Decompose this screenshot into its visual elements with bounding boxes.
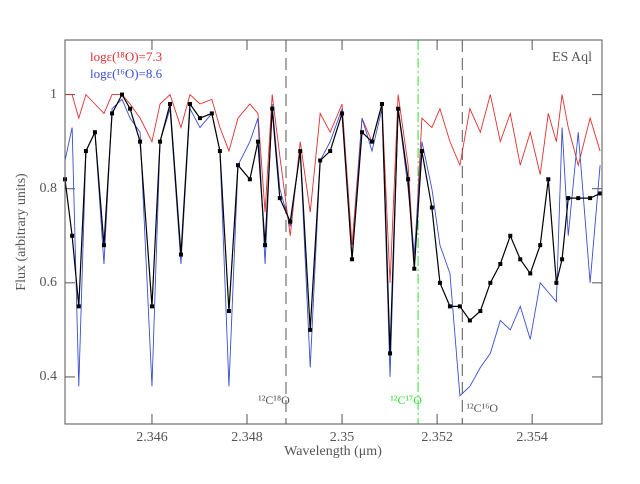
observed-point	[168, 102, 173, 106]
observed-point	[447, 304, 452, 309]
observed-point	[369, 139, 374, 144]
observed-point	[528, 271, 533, 276]
observed-point	[101, 243, 106, 248]
observed-point	[235, 163, 240, 168]
observed-point	[360, 130, 365, 135]
observed-point	[178, 252, 183, 257]
observed-point	[518, 257, 523, 262]
marker-label: ¹²C¹⁸O	[258, 393, 290, 407]
observed-point	[288, 219, 293, 224]
model-line	[65, 93, 601, 283]
x-tick-label: 2.35	[330, 430, 355, 445]
x-axis-label: Wavelength (μm)	[284, 444, 382, 459]
observed-point	[429, 205, 434, 210]
observed-point	[588, 196, 593, 201]
observed-point	[187, 102, 192, 106]
observed-point	[488, 280, 493, 285]
observed-point	[328, 149, 333, 154]
observed-point	[92, 130, 97, 135]
observed-point	[412, 266, 417, 271]
observed-point	[560, 257, 565, 262]
observed-point	[457, 304, 462, 309]
observed-point	[83, 149, 88, 154]
y-tick-label: 0.8	[40, 181, 58, 196]
observed-point	[263, 243, 268, 248]
legend-entry: logε(¹⁶O)=8.6	[90, 66, 163, 81]
observed-point	[110, 111, 115, 116]
y-axis-label: Flux (arbitrary units)	[14, 173, 29, 291]
observed-line	[65, 93, 601, 354]
observed-point	[566, 196, 571, 201]
observed-point	[467, 318, 472, 323]
observed-point	[437, 280, 442, 285]
observed-point	[298, 149, 303, 154]
observed-point	[197, 116, 202, 121]
observed-point	[128, 106, 133, 111]
observed-point	[76, 304, 81, 309]
observed-point	[546, 177, 551, 182]
observed-point	[419, 149, 424, 154]
observed-point	[70, 233, 75, 238]
observed-point	[247, 177, 252, 182]
x-tick-label: 2.348	[231, 430, 263, 445]
observed-point	[498, 262, 503, 266]
observed-point	[598, 191, 603, 196]
observed-point	[277, 196, 282, 201]
observed-point	[158, 139, 163, 144]
marker-label: ¹²C¹⁶O	[466, 401, 498, 415]
model-line	[65, 98, 601, 397]
chart-title: ES Aql	[552, 50, 592, 65]
plot-frame	[64, 39, 603, 425]
observed-point	[406, 177, 411, 182]
observed-point	[270, 106, 275, 111]
observed-point	[508, 233, 513, 238]
observed-point	[554, 280, 559, 285]
observed-point	[340, 111, 345, 116]
observed-point	[379, 102, 384, 106]
observed-point	[120, 92, 125, 97]
y-tick-label: 0.4	[40, 369, 58, 384]
observed-point	[396, 106, 401, 111]
observed-point	[538, 243, 543, 248]
observed-point	[217, 149, 222, 154]
observed-point	[308, 327, 313, 332]
observed-point	[209, 111, 214, 116]
legend-entry: logε(¹⁸O)=7.3	[90, 49, 162, 64]
observed-point	[138, 139, 143, 144]
observed-point	[318, 158, 323, 163]
x-tick-label: 2.354	[516, 430, 548, 445]
marker-label: ¹²C¹⁷O	[390, 393, 422, 407]
observed-point	[478, 309, 483, 314]
observed-point	[388, 351, 393, 356]
y-tick-label: 1	[50, 87, 57, 102]
y-tick-label: 0.6	[40, 275, 58, 290]
observed-point	[149, 304, 154, 309]
observed-point	[255, 139, 260, 144]
observed-point	[350, 257, 355, 262]
observed-point	[226, 309, 231, 314]
x-tick-label: 2.346	[136, 430, 168, 445]
x-tick-label: 2.352	[421, 430, 453, 445]
observed-point	[576, 196, 581, 201]
